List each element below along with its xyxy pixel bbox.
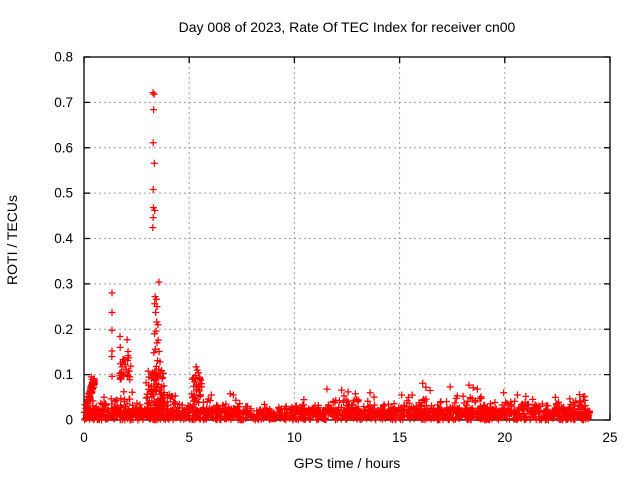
scatter-points <box>80 89 594 424</box>
x-tick-label: 10 <box>287 430 302 445</box>
chart-title: Day 008 of 2023, Rate Of TEC Index for r… <box>179 19 516 35</box>
x-tick-label: 0 <box>80 430 88 445</box>
x-axis-label: GPS time / hours <box>294 455 401 471</box>
plot-border <box>83 56 611 421</box>
x-tick-label: 15 <box>392 430 407 445</box>
y-tick-label: 0 <box>65 413 73 428</box>
y-tick-label: 0.7 <box>54 95 73 110</box>
x-tick-label: 5 <box>185 430 193 445</box>
y-tick-label: 0.3 <box>54 276 73 291</box>
y-tick-label: 0.8 <box>54 50 73 65</box>
y-tick-label: 0.1 <box>54 367 73 382</box>
x-tick-label: 20 <box>497 430 512 445</box>
x-tick-label: 25 <box>602 430 617 445</box>
axis-ticks <box>83 56 611 421</box>
y-axis-label: ROTI / TECUs <box>4 195 20 285</box>
grid-lines <box>84 57 610 420</box>
y-tick-label: 0.6 <box>54 140 73 155</box>
y-tick-label: 0.4 <box>54 231 73 246</box>
y-tick-label: 0.2 <box>54 322 73 337</box>
y-tick-label: 0.5 <box>54 186 73 201</box>
tick-labels: 0 5 10 15 20 25 0 0.1 0.2 0.3 0.4 0.5 0.6 0.7 0.8 <box>54 50 617 446</box>
scatter-plus-markers <box>80 89 594 424</box>
